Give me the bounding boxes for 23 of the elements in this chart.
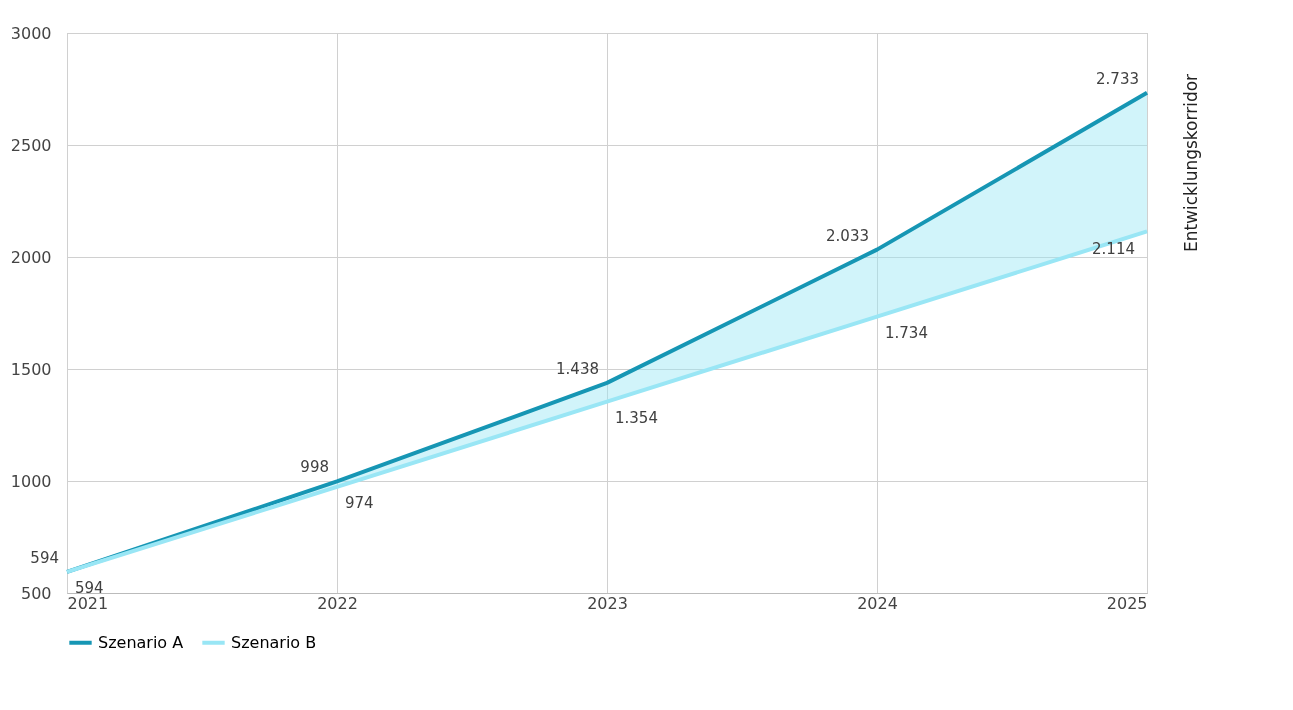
- text: Entwicklungskorridor: [1181, 73, 1201, 253]
- y-tick-label: 2500: [10, 135, 52, 155]
- legend-label: Szenario B: [231, 632, 317, 652]
- y-tick-label: 2000: [10, 247, 52, 267]
- x-tick-label: 2025: [1106, 593, 1148, 613]
- data-label: 594: [30, 548, 59, 567]
- data-label: 2.114: [1092, 240, 1135, 259]
- y-tick-label: 3000: [10, 23, 52, 43]
- data-label: 2.033: [826, 226, 869, 245]
- x-tick-label: 2024: [857, 593, 898, 613]
- line-series: [65, 229, 1149, 574]
- x-tick-label: 2023: [587, 593, 628, 613]
- legend-label: Szenario A: [98, 632, 184, 652]
- y-tick-label: 500: [20, 583, 52, 603]
- x-tick-label: 2022: [317, 593, 358, 613]
- data-label: 1.734: [885, 323, 928, 342]
- data-label: 998: [300, 458, 329, 477]
- data-label: 974: [345, 493, 374, 512]
- y-tick-label: 1500: [10, 359, 52, 379]
- data-label: 2.733: [1096, 69, 1139, 88]
- data-label: 1.438: [556, 359, 599, 378]
- data-label: 1.354: [615, 408, 658, 427]
- y-tick-label: 1000: [10, 471, 52, 491]
